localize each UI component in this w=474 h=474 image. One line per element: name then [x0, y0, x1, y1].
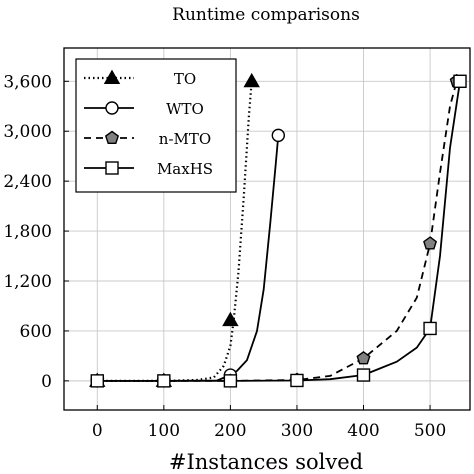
- data-point-maxhs: [223, 374, 238, 388]
- plot-frame: [63, 47, 471, 411]
- x-tick-label: 500: [414, 421, 446, 441]
- data-point-maxhs: [290, 373, 304, 388]
- y-tick-label: 1,800: [3, 222, 52, 242]
- x-tick-label: 400: [347, 421, 379, 441]
- legend: TO WTO n-MTO MaxHS: [75, 58, 237, 193]
- data-point-maxhs: [453, 74, 467, 88]
- legend-label: n-MTO: [159, 130, 211, 148]
- x-tick-label: 0: [92, 421, 103, 441]
- series-lines: [97, 81, 461, 382]
- legend-label: TO: [174, 70, 196, 88]
- legend-box: [75, 58, 237, 193]
- data-point-n-mto: [356, 351, 371, 365]
- y-tick-label: 1,200: [3, 272, 52, 292]
- legend-label: WTO: [166, 100, 204, 118]
- y-tick-label: 0: [41, 372, 52, 392]
- data-point-maxhs: [90, 374, 104, 388]
- y-tick-label: 3,000: [3, 122, 52, 142]
- x-axis-label: #Instances solved: [169, 450, 363, 474]
- data-point-wto: [271, 128, 286, 143]
- series-markers: [89, 72, 467, 388]
- data-point-to: [243, 72, 260, 88]
- legend-marker-n-mto: [104, 130, 120, 145]
- data-point-maxhs: [423, 321, 437, 336]
- data-point-maxhs: [356, 368, 371, 382]
- chart-title: Runtime comparisons: [172, 5, 360, 25]
- y-tick-label: 2,400: [3, 172, 52, 192]
- legend-marker-maxhs: [105, 161, 119, 175]
- y-tick-label: 3,600: [3, 72, 52, 92]
- x-tick-label: 200: [214, 421, 246, 441]
- series-line-to: [97, 81, 253, 382]
- legend-marker-to: [103, 69, 121, 84]
- data-point-to: [222, 311, 239, 327]
- y-tick-label: 600: [20, 322, 52, 342]
- x-tick-label: 100: [148, 421, 180, 441]
- data-point-maxhs: [157, 374, 171, 388]
- x-tick-label: 300: [281, 421, 313, 441]
- data-point-n-mto: [423, 236, 438, 250]
- axis-ticks: 0 100 200 300 400 500 0 600 1,200 1,800 2,400 3,000…: [3, 72, 446, 441]
- series-line-maxhs: [97, 81, 461, 382]
- legend-label: MaxHS: [157, 160, 213, 178]
- legend-marker-wto: [105, 101, 119, 115]
